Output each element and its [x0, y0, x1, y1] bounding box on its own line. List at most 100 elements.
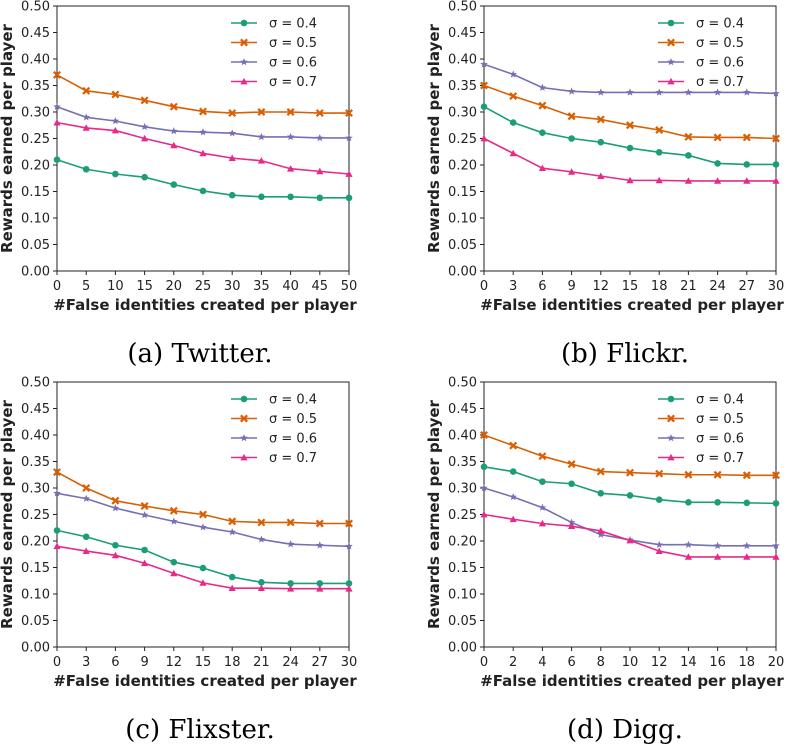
- data-point: [170, 558, 178, 566]
- data-point: [480, 463, 488, 471]
- data-point: [626, 176, 634, 184]
- x-tick-label: 50: [341, 279, 358, 294]
- series-1: [480, 463, 780, 507]
- data-point: [345, 542, 353, 550]
- series-4: [53, 119, 353, 177]
- x-tick-label: 24: [709, 279, 726, 294]
- legend-swatch-marker: [240, 395, 248, 403]
- y-tick-label: 0.50: [448, 0, 477, 15]
- data-point: [112, 541, 119, 549]
- data-point: [287, 165, 295, 172]
- x-tick-label: 27: [739, 279, 756, 294]
- data-point: [480, 134, 488, 142]
- data-point: [82, 484, 91, 492]
- series-2: [53, 70, 353, 118]
- data-point: [567, 460, 576, 469]
- x-tick-label: 25: [195, 279, 212, 294]
- data-point: [141, 546, 148, 554]
- data-point: [228, 109, 237, 118]
- legend-swatch-marker: [240, 19, 248, 27]
- legend-entry-label: σ = 0.7: [269, 451, 317, 466]
- y-tick-label: 0.40: [21, 53, 50, 68]
- data-point: [82, 165, 90, 173]
- legend-swatch-marker: [667, 414, 675, 423]
- data-point: [538, 503, 547, 511]
- data-point: [315, 109, 324, 118]
- x-tick-label: 18: [224, 655, 241, 670]
- data-point: [509, 468, 517, 475]
- series-line: [483, 105, 776, 166]
- legend-entry-label: σ = 0.6: [269, 432, 317, 447]
- data-point: [684, 553, 692, 560]
- chart-1: 0.00 0.05 0.10 0.15 0.20 0.25 0.30 0.35 0.40 0.45…: [0, 0, 357, 369]
- data-point: [345, 580, 353, 587]
- data-point: [170, 127, 178, 135]
- data-point: [655, 469, 664, 478]
- data-point: [655, 496, 663, 503]
- series-2: [480, 81, 780, 143]
- legend-swatch-marker: [240, 77, 248, 85]
- legend-swatch-marker: [240, 414, 248, 423]
- data-point: [82, 547, 90, 554]
- data-point: [170, 141, 178, 149]
- x-tick-label: 24: [282, 655, 299, 670]
- series-4: [53, 542, 353, 592]
- data-point: [257, 518, 266, 527]
- data-point: [316, 194, 324, 202]
- x-tick-label: 18: [651, 279, 668, 294]
- legend-entry-label: σ = 0.5: [269, 412, 317, 427]
- data-point: [684, 177, 692, 184]
- data-point: [626, 121, 634, 130]
- data-point: [345, 585, 353, 592]
- data-point: [743, 553, 751, 560]
- x-tick-label: 12: [166, 655, 183, 670]
- data-point: [626, 492, 634, 499]
- legend-swatch-marker: [240, 453, 248, 461]
- y-tick-label: 0.40: [448, 429, 477, 444]
- y-tick-label: 0.30: [448, 482, 477, 497]
- y-axis-label: Rewards earned per player: [425, 399, 443, 629]
- y-tick-label: 0.35: [21, 455, 50, 470]
- data-point: [316, 541, 324, 549]
- data-point: [53, 102, 61, 110]
- series-2: [53, 468, 353, 528]
- data-point: [626, 144, 634, 152]
- data-point: [199, 149, 207, 157]
- legend-swatch-marker: [667, 395, 675, 403]
- y-tick-label: 0.15: [448, 185, 477, 200]
- y-tick-label: 0.00: [21, 641, 50, 656]
- data-point: [480, 60, 488, 68]
- data-point: [742, 471, 751, 480]
- data-point: [596, 115, 605, 124]
- chart-2: 0.00 0.05 0.10 0.15 0.20 0.25 0.30 0.35 0.40 0.45…: [425, 0, 784, 369]
- data-point: [597, 527, 605, 534]
- data-point: [170, 569, 178, 577]
- x-tick-label: 40: [282, 279, 299, 294]
- data-point: [714, 553, 722, 560]
- x-tick-label: 6: [567, 655, 575, 670]
- data-point: [286, 518, 295, 527]
- data-point: [539, 129, 546, 136]
- data-point: [287, 580, 294, 587]
- legend-entry-label: σ = 0.6: [696, 432, 744, 447]
- data-point: [480, 81, 488, 90]
- data-point: [199, 579, 207, 586]
- chart-caption: (b) Flickr.: [561, 339, 689, 369]
- chart-3: 0.00 0.05 0.10 0.15 0.20 0.25 0.30 0.35 0.40 0.45…: [0, 376, 357, 744]
- data-point: [170, 181, 178, 188]
- data-point: [258, 193, 265, 201]
- data-point: [53, 489, 61, 497]
- data-point: [480, 510, 488, 518]
- y-tick-label: 0.15: [21, 185, 50, 200]
- data-point: [538, 519, 546, 527]
- x-axis-label: #False identities created per player: [480, 296, 784, 314]
- legend-swatch-marker: [240, 58, 248, 66]
- data-point: [345, 519, 353, 528]
- y-tick-label: 0.00: [21, 265, 50, 280]
- legend: σ = 0.4 σ = 0.5 σ = 0.6 σ = 0.7: [658, 17, 744, 90]
- legend: σ = 0.4 σ = 0.5 σ = 0.6 σ = 0.7: [231, 393, 317, 466]
- data-point: [53, 527, 61, 534]
- y-tick-label: 0.30: [21, 482, 50, 497]
- series-2: [480, 431, 780, 480]
- data-point: [685, 499, 692, 506]
